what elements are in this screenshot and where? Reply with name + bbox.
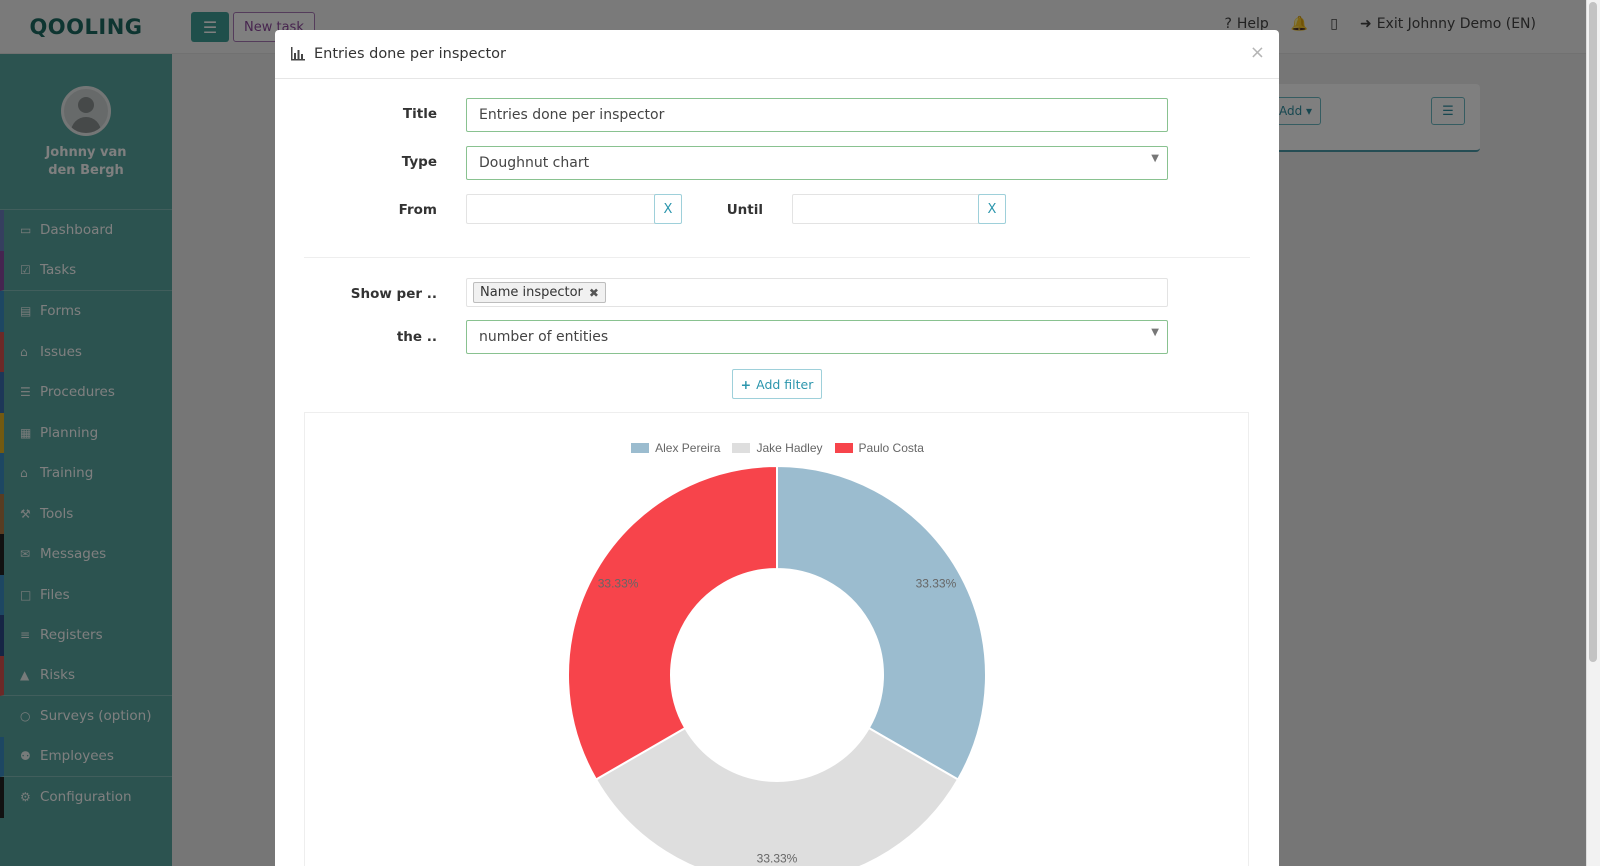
doughnut-slice[interactable] <box>594 726 960 866</box>
legend-swatch <box>631 443 650 453</box>
legend-item[interactable]: Alex Pereira <box>631 441 720 455</box>
scrollbar-thumb[interactable] <box>1589 2 1597 662</box>
page-scrollbar[interactable] <box>1586 0 1600 866</box>
slice-data-label: 33.33% <box>598 576 639 590</box>
caret-down-icon: ▼ <box>1151 327 1159 338</box>
legend-label: Alex Pereira <box>655 441 721 455</box>
title-label: Title <box>402 106 437 122</box>
chart-legend: Alex Pereira Jake Hadley Paulo Costa <box>305 441 1250 455</box>
legend-swatch <box>834 443 853 453</box>
until-date-input[interactable] <box>792 194 982 224</box>
modal-title: Entries done per inspector <box>314 46 506 62</box>
modal-header: Entries done per inspector <box>275 30 1279 79</box>
type-select[interactable]: Doughnut chart ▼ <box>466 146 1168 180</box>
doughnut-slice[interactable] <box>776 464 987 781</box>
doughnut-slice[interactable] <box>567 464 778 781</box>
legend-swatch <box>732 443 751 453</box>
show-per-input[interactable]: Name inspector ✖ <box>466 278 1168 307</box>
doughnut-chart: 33.33% 33.33% 33.33% <box>567 464 987 866</box>
clear-until-button[interactable]: X <box>978 194 1006 224</box>
legend-item[interactable]: Jake Hadley <box>732 441 823 455</box>
form-divider <box>304 257 1250 258</box>
from-date-input[interactable] <box>466 194 656 224</box>
the-label: the .. <box>396 329 437 345</box>
show-per-label: Show per .. <box>350 286 437 302</box>
slice-data-label: 33.33% <box>916 576 957 590</box>
slice-data-label: 33.33% <box>757 852 798 866</box>
measure-select-value: number of entities <box>479 329 609 345</box>
add-filter-button[interactable]: + Add filter <box>732 369 822 399</box>
legend-label: Jake Hadley <box>756 441 823 455</box>
close-icon[interactable]: × <box>1249 42 1265 63</box>
chart-panel: Alex Pereira Jake Hadley Paulo Costa 33.33… <box>304 412 1249 866</box>
until-label: Until <box>726 202 763 218</box>
type-select-value: Doughnut chart <box>479 155 590 171</box>
bar-chart-icon <box>291 47 305 61</box>
from-label: From <box>398 202 437 218</box>
remove-tag-icon[interactable]: ✖ <box>588 285 599 300</box>
caret-down-icon: ▼ <box>1151 153 1159 164</box>
clear-from-button[interactable]: X <box>654 194 682 224</box>
tag-label: Name inspector <box>480 285 583 300</box>
selected-tag: Name inspector ✖ <box>473 282 606 303</box>
chart-settings-modal: Entries done per inspector × Title Entri… <box>275 30 1279 866</box>
title-input[interactable]: Entries done per inspector <box>466 98 1168 132</box>
plus-icon: + <box>740 376 752 392</box>
measure-select[interactable]: number of entities ▼ <box>466 320 1168 354</box>
legend-label: Paulo Costa <box>858 441 924 455</box>
type-label: Type <box>401 154 437 170</box>
legend-item[interactable]: Paulo Costa <box>834 441 924 455</box>
